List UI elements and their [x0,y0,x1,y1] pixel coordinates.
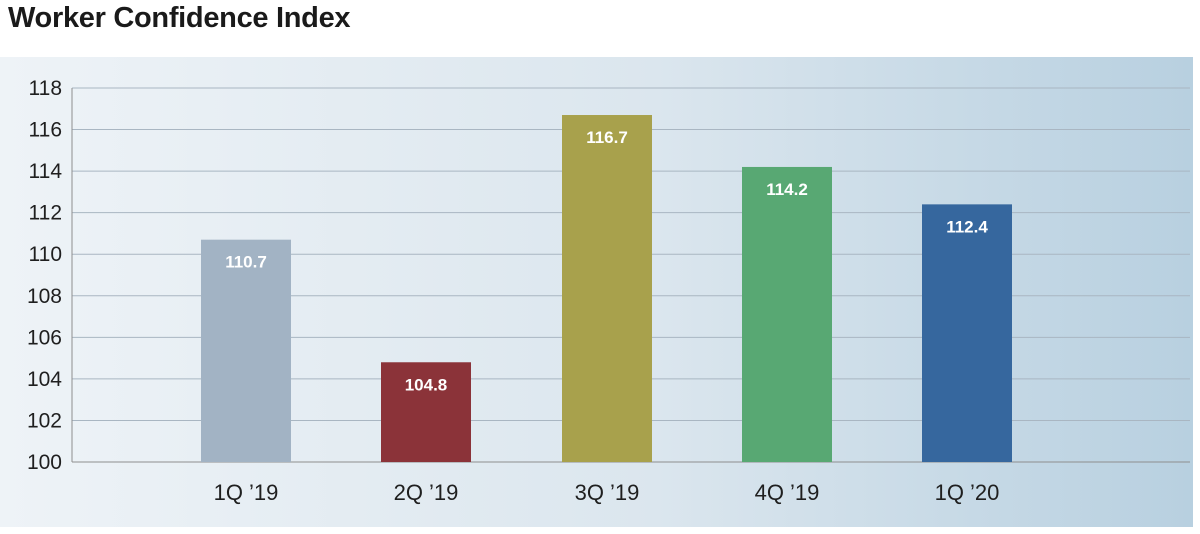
bar-value-label: 114.2 [766,180,808,199]
bar-value-label: 112.4 [946,217,988,236]
bar-value-label: 116.7 [586,128,628,147]
y-tick-label: 100 [27,451,62,474]
y-tick-label: 112 [29,202,62,225]
bar-value-label: 104.8 [405,375,448,394]
bar [201,239,291,462]
bar-value-label: 110.7 [225,253,267,272]
y-tick-label: 116 [29,119,62,142]
x-axis-ticks: 1Q ’19 2Q ’19 3Q ’19 4Q ’19 1Q ’20 [214,480,1000,505]
y-tick-label: 102 [27,409,62,432]
x-tick-label: 1Q ’20 [935,480,1000,505]
data-labels: 110.7 104.8 116.7 114.2 112.4 [225,128,988,394]
bar [562,115,652,462]
x-tick-label: 4Q ’19 [755,480,820,505]
x-tick-label: 2Q ’19 [394,480,459,505]
bar [381,362,471,462]
x-tick-label: 1Q ’19 [214,480,279,505]
bars [201,115,1012,462]
y-axis-ticks: 100 102 104 106 108 110 112 114 116 118 [27,77,62,474]
y-tick-label: 118 [29,77,62,100]
y-tick-label: 104 [27,368,62,391]
y-tick-label: 106 [27,326,62,349]
chart-title: Worker Confidence Index [8,2,351,34]
y-tick-label: 110 [29,243,62,266]
x-tick-label: 3Q ’19 [575,480,640,505]
y-tick-label: 108 [27,285,62,308]
bar [922,204,1012,462]
bar [742,166,832,462]
y-tick-label: 114 [29,160,63,183]
